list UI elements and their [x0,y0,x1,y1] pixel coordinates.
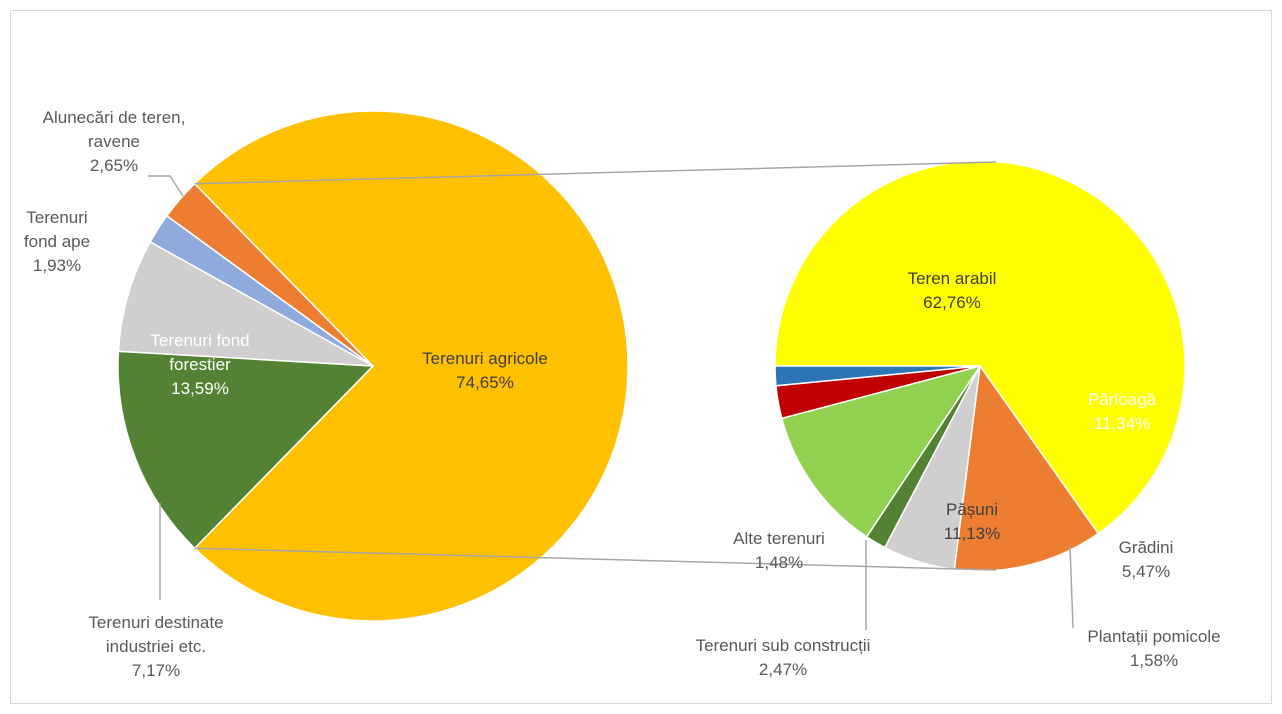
main-pie-slice-1 [117,350,375,550]
main-label-ape: Terenuri fond ape 1,93% [24,208,90,275]
main-pie-slice-2 [117,240,374,367]
main-label-agricole: Terenuri agricole 74,65% [422,349,548,392]
sub-label-gradini: Grădini 5,47% [1119,538,1174,581]
sub-label-parloaga: Pârloagă 11,34% [1088,390,1157,433]
sub-pie-slice-0 [774,160,1186,535]
sub-label-constructii: Terenuri sub construcții 2,47% [696,636,871,679]
main-pie-slice-4 [165,182,374,367]
sub-pie-slice-6 [774,365,981,387]
sub-pie-slice-4 [780,364,982,538]
leader-plantatii [1069,545,1074,629]
main-label-industrie: Terenuri destinate industriei etc. 7,17% [88,613,223,680]
leader-alunecari [148,175,184,197]
main-label-alunecari: Alunecări de teren, ravene 2,65% [43,108,186,175]
sub-pie-slice-1 [953,363,1100,572]
sub-label-plantatii: Plantații pomicole 1,58% [1087,627,1220,670]
sub-label-pasuni: Pășuni 11,13% [944,500,1000,543]
main-pie-slice-0 [193,110,629,622]
main-label-forestier: Terenuri fond forestier 13,59% [150,331,249,398]
sub-label-alte: Alte terenuri 1,48% [733,529,825,572]
sub-label-arabil: Teren arabil 62,76% [908,269,997,312]
connector-line-top [194,161,997,185]
connector-line-bottom [194,547,997,571]
